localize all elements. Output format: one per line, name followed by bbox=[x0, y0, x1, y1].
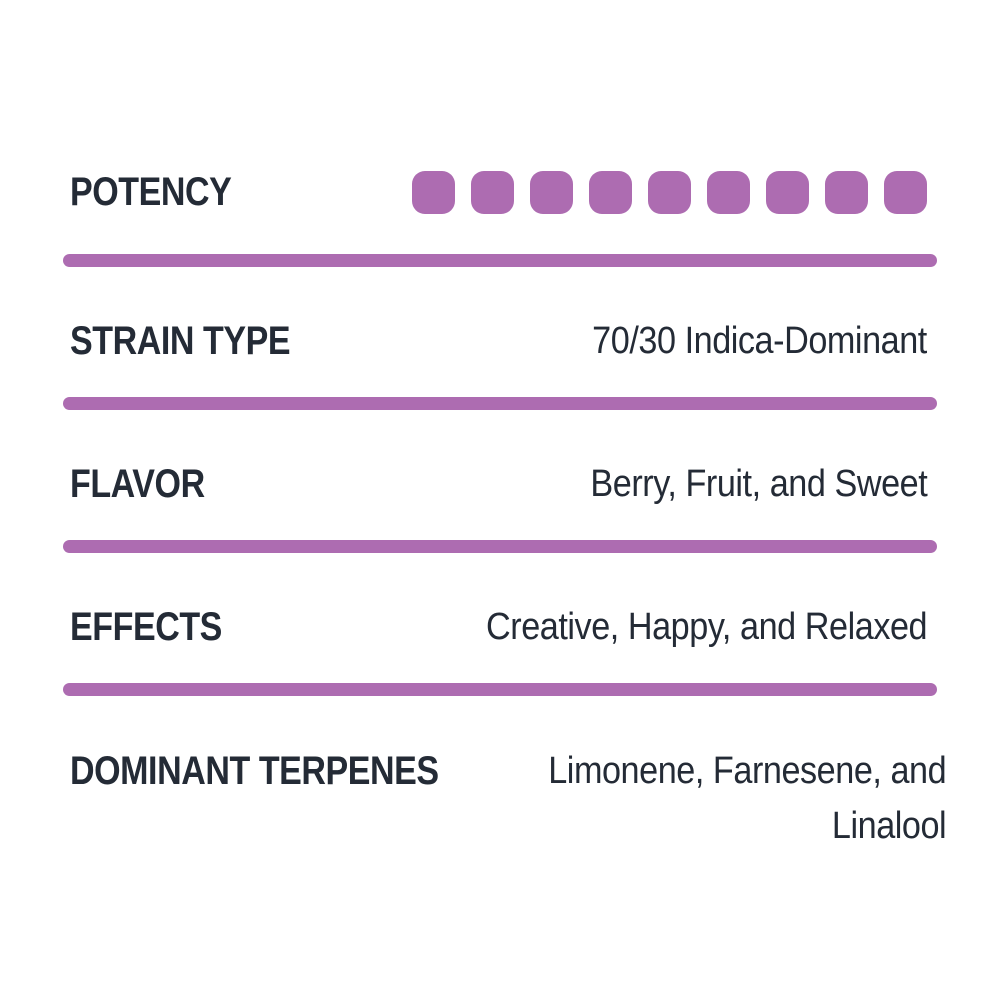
divider bbox=[63, 683, 937, 696]
strain-type-label: STRAIN TYPE bbox=[70, 319, 291, 363]
potency-square bbox=[884, 170, 927, 214]
potency-square bbox=[412, 170, 455, 214]
flavor-row: FLAVOR Berry, Fruit, and Sweet bbox=[63, 458, 937, 510]
flavor-label: FLAVOR bbox=[70, 462, 205, 506]
strain-type-value: 70/30 Indica-Dominant bbox=[592, 320, 927, 362]
dominant-terpenes-row: DOMINANT TERPENES Limonene, Farnesene, a… bbox=[63, 744, 946, 854]
potency-square bbox=[825, 170, 868, 214]
dominant-terpenes-value-line-2: Linalool bbox=[831, 805, 947, 847]
potency-squares bbox=[412, 170, 927, 214]
divider bbox=[63, 397, 937, 410]
potency-square bbox=[707, 170, 750, 214]
potency-square bbox=[530, 170, 573, 214]
potency-label: POTENCY bbox=[70, 170, 232, 214]
effects-value: Creative, Happy, and Relaxed bbox=[485, 606, 928, 648]
dominant-terpenes-label: DOMINANT TERPENES bbox=[70, 749, 439, 793]
potency-row: POTENCY bbox=[63, 160, 937, 224]
potency-square bbox=[471, 170, 514, 214]
effects-label: EFFECTS bbox=[70, 605, 222, 649]
strain-type-row: STRAIN TYPE 70/30 Indica-Dominant bbox=[63, 315, 937, 367]
dominant-terpenes-value-line-1: Limonene, Farnesene, and bbox=[547, 750, 946, 792]
divider bbox=[63, 254, 937, 267]
effects-row: EFFECTS Creative, Happy, and Relaxed bbox=[63, 601, 937, 653]
divider bbox=[63, 540, 937, 553]
dominant-terpenes-value: Limonene, Farnesene, and Linalool bbox=[548, 744, 946, 854]
potency-square bbox=[648, 170, 691, 214]
potency-square bbox=[766, 170, 809, 214]
flavor-value: Berry, Fruit, and Sweet bbox=[590, 463, 927, 505]
potency-square bbox=[589, 170, 632, 214]
